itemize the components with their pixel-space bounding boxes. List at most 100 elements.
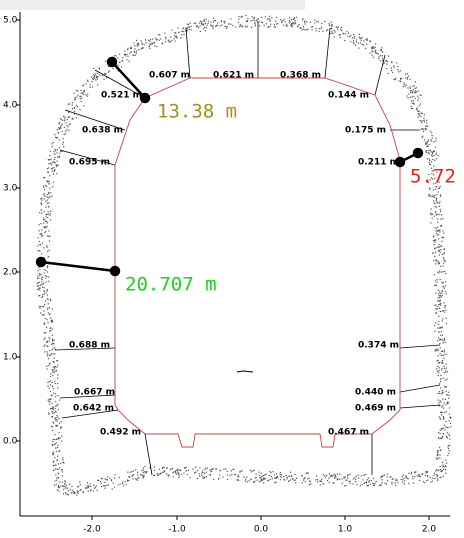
- cloud-point: [434, 248, 436, 250]
- cloud-point: [437, 323, 439, 325]
- cloud-point: [237, 21, 239, 23]
- cloud-point: [405, 475, 407, 477]
- cloud-point: [369, 483, 371, 485]
- cloud-point: [402, 479, 404, 481]
- cloud-point: [79, 481, 81, 483]
- cloud-point: [47, 197, 49, 199]
- cloud-point: [300, 27, 302, 30]
- cloud-point: [197, 26, 200, 29]
- cloud-point: [436, 171, 438, 173]
- cloud-point: [95, 79, 97, 81]
- cloud-point: [377, 53, 379, 55]
- cloud-point: [122, 483, 124, 485]
- cloud-point: [279, 18, 282, 21]
- cloud-point: [360, 39, 362, 42]
- cloud-point: [421, 121, 423, 124]
- cloud-point: [188, 26, 191, 28]
- cloud-point: [303, 477, 305, 479]
- cloud-point: [286, 478, 288, 480]
- cloud-point: [52, 464, 54, 467]
- cloud-point: [439, 292, 441, 295]
- cloud-point: [54, 156, 56, 159]
- cloud-point: [435, 259, 438, 261]
- cloud-point: [430, 222, 432, 224]
- cloud-point: [320, 28, 322, 30]
- cloud-point: [158, 34, 160, 36]
- cloud-point: [365, 38, 367, 41]
- cloud-point: [49, 330, 51, 332]
- cloud-point: [69, 123, 71, 125]
- cloud-point: [445, 285, 447, 287]
- cloud-point: [436, 198, 438, 200]
- cloud-point: [237, 476, 239, 478]
- cloud-point: [429, 476, 431, 479]
- cloud-point: [433, 202, 435, 204]
- cloud-point: [67, 494, 69, 496]
- cloud-point: [431, 173, 433, 175]
- cloud-point: [43, 290, 45, 292]
- cloud-point: [53, 422, 55, 424]
- cloud-point: [46, 181, 49, 183]
- cloud-point: [56, 160, 58, 162]
- cloud-point: [269, 25, 271, 28]
- cloud-point: [438, 262, 441, 264]
- cloud-point: [38, 305, 40, 308]
- cloud-point: [65, 493, 67, 495]
- cloud-point: [397, 66, 399, 68]
- cloud-point: [413, 95, 415, 98]
- cloud-point: [61, 469, 63, 471]
- cloud-point: [51, 349, 53, 351]
- cloud-point: [387, 55, 390, 57]
- cloud-point: [59, 127, 61, 129]
- cloud-point: [51, 394, 53, 396]
- cloud-point: [381, 55, 383, 57]
- cloud-point: [56, 129, 58, 131]
- cloud-point: [56, 420, 58, 422]
- cloud-point: [431, 155, 433, 157]
- cloud-point: [267, 479, 269, 481]
- cloud-point: [103, 78, 105, 80]
- cloud-point: [435, 230, 437, 232]
- cloud-point: [449, 422, 452, 424]
- cloud-point: [62, 493, 65, 495]
- cloud-point: [419, 103, 422, 105]
- cloud-point: [45, 269, 47, 271]
- cloud-point: [39, 284, 41, 286]
- cloud-point: [441, 236, 443, 238]
- cloud-point: [438, 272, 440, 274]
- cloud-point: [441, 361, 443, 363]
- cloud-point: [329, 476, 332, 478]
- cloud-point: [328, 22, 330, 25]
- cloud-point: [54, 464, 56, 466]
- cloud-point: [38, 295, 40, 297]
- cloud-point: [47, 256, 49, 258]
- cloud-point: [51, 319, 53, 321]
- cloud-point: [421, 128, 424, 130]
- cloud-point: [259, 476, 261, 479]
- cloud-point: [438, 371, 440, 374]
- cloud-point: [65, 487, 67, 489]
- cloud-point: [48, 349, 51, 352]
- cloud-point: [51, 443, 53, 446]
- cloud-point: [94, 77, 96, 79]
- cloud-point: [47, 213, 49, 215]
- cloud-point: [436, 158, 438, 160]
- cloud-point: [264, 16, 267, 18]
- cloud-point: [368, 481, 370, 483]
- cloud-point: [443, 466, 445, 468]
- cloud-point: [128, 479, 130, 482]
- cloud-point: [54, 439, 56, 441]
- cloud-point: [56, 468, 59, 470]
- cloud-point: [301, 482, 304, 484]
- cloud-point: [41, 235, 44, 237]
- cloud-point: [270, 23, 272, 25]
- cloud-point: [294, 19, 296, 22]
- cloud-point: [87, 490, 89, 492]
- cloud-point: [52, 353, 54, 355]
- cloud-point: [372, 56, 374, 58]
- cloud-point: [442, 435, 444, 438]
- cloud-point: [416, 475, 418, 477]
- cloud-point: [435, 349, 437, 351]
- cloud-point: [92, 67, 95, 70]
- cloud-point: [48, 381, 50, 383]
